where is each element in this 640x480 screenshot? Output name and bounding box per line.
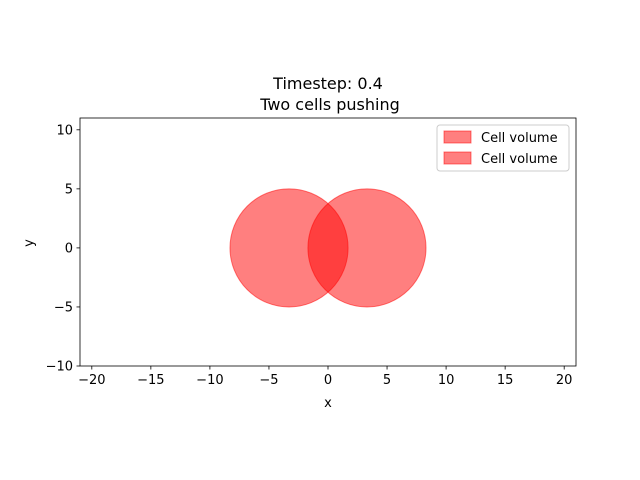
- legend-swatch-cell-volume-1: [443, 130, 472, 144]
- chart-subtitle: Two cells pushing: [259, 95, 400, 114]
- x-tick-label: 20: [556, 373, 573, 388]
- x-tick-label: 10: [438, 373, 455, 388]
- x-axis-label: x: [324, 396, 332, 411]
- x-tick-label: −5: [259, 373, 278, 388]
- chart-title: Timestep: 0.4: [272, 74, 383, 93]
- x-axis-ticks: −20 −15 −10 −5 0 5 10 15 20: [78, 366, 572, 388]
- x-tick-label: 15: [497, 373, 514, 388]
- y-tick-label: 10: [56, 123, 73, 138]
- x-tick-label: −15: [137, 373, 164, 388]
- y-tick-label: 0: [65, 241, 73, 256]
- legend-label-cell-volume-2: Cell volume: [481, 152, 558, 167]
- x-tick-label: −10: [196, 373, 223, 388]
- legend: Cell volume Cell volume: [436, 124, 570, 172]
- y-tick-label: −10: [46, 360, 73, 375]
- y-tick-label: 5: [65, 182, 73, 197]
- legend-swatch-cell-volume-2: [443, 151, 472, 165]
- cell-circle-2: [307, 188, 427, 308]
- plot-area-frame: [79, 117, 577, 367]
- x-tick-label: −20: [78, 373, 105, 388]
- legend-label-cell-volume-1: Cell volume: [481, 131, 558, 146]
- cells-layer: [229, 188, 427, 308]
- x-tick-label: 0: [324, 373, 332, 388]
- y-tick-label: −5: [54, 300, 73, 315]
- y-axis-ticks: −10 −5 0 5 10: [46, 123, 80, 375]
- y-axis-label: y: [22, 239, 37, 247]
- x-tick-label: 5: [383, 373, 391, 388]
